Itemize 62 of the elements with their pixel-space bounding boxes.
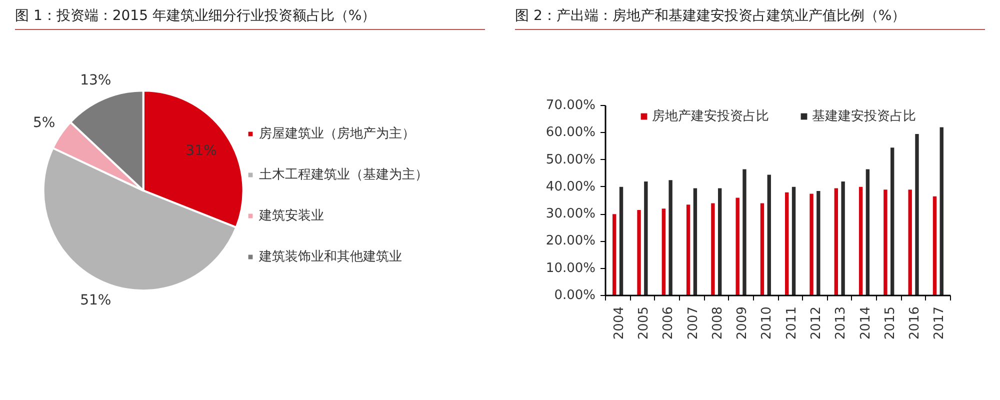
data-label: 31% <box>186 143 217 160</box>
bar <box>718 188 722 296</box>
bar <box>785 192 789 296</box>
x-tick-label: 2013 <box>834 306 849 340</box>
bar <box>884 190 888 296</box>
bar <box>767 174 771 296</box>
bar <box>644 182 648 296</box>
x-tick-label: 2006 <box>661 306 676 340</box>
legend-label: 房屋建筑业（房地产为主） <box>259 125 415 142</box>
legend-label: 建筑安装业 <box>259 207 324 224</box>
y-tick-label: 60.00% <box>546 125 596 140</box>
bar <box>841 182 845 296</box>
x-tick-label: 2007 <box>686 306 701 340</box>
bar <box>858 186 863 296</box>
bar <box>760 203 764 296</box>
bar <box>662 208 666 296</box>
legend-label: 土木工程建筑业（基建为主） <box>259 166 428 183</box>
bar <box>742 169 746 296</box>
bar <box>711 203 715 296</box>
bar <box>816 191 820 296</box>
legend-label: 建筑装饰业和其他建筑业 <box>259 248 402 265</box>
bar <box>619 186 624 296</box>
x-tick-label: 2016 <box>908 306 923 340</box>
x-tick-label: 2010 <box>760 306 775 340</box>
bar <box>908 190 912 296</box>
x-tick-label: 2005 <box>636 306 652 340</box>
bar <box>736 198 740 296</box>
bar <box>686 204 690 296</box>
bar <box>668 180 672 296</box>
chart-title: 图 2：产出端：房地产和基建建安投资占建筑业产值比例（%） <box>515 7 906 26</box>
bar <box>810 194 814 296</box>
bar <box>915 134 919 296</box>
y-tick-label: 30.00% <box>546 206 596 222</box>
x-tick-label: 2012 <box>808 306 824 340</box>
y-tick-label: 70.00% <box>546 98 596 113</box>
bar <box>693 188 698 296</box>
bar <box>890 148 894 296</box>
x-tick-label: 2011 <box>784 306 800 340</box>
y-tick-label: 40.00% <box>546 179 596 194</box>
legend-label: 基建建安投资占比 <box>812 108 916 125</box>
x-tick-label: 2004 <box>612 306 627 340</box>
bar <box>834 188 838 296</box>
y-tick-label: 10.00% <box>546 260 596 276</box>
bar <box>637 210 641 296</box>
bar <box>932 196 937 296</box>
y-tick-label: 20.00% <box>546 234 596 249</box>
x-tick-label: 2008 <box>710 306 726 340</box>
data-label: 5% <box>32 115 56 132</box>
y-tick-label: 50.00% <box>546 152 596 168</box>
data-label: 13% <box>80 72 112 88</box>
chart-title: 图 1：投资端：2015 年建筑业细分行业投资额占比（%） <box>15 7 376 26</box>
bar <box>866 169 870 296</box>
data-label: 51% <box>80 292 112 309</box>
bar <box>792 186 796 296</box>
bar <box>612 214 616 296</box>
x-tick-label: 2017 <box>932 306 948 340</box>
x-tick-label: 2015 <box>882 306 898 340</box>
x-tick-label: 2009 <box>735 306 750 340</box>
x-tick-label: 2014 <box>858 306 874 340</box>
y-tick-label: 0.00% <box>554 288 596 303</box>
legend-label: 房地产建安投资占比 <box>652 108 769 125</box>
bar <box>940 127 944 296</box>
